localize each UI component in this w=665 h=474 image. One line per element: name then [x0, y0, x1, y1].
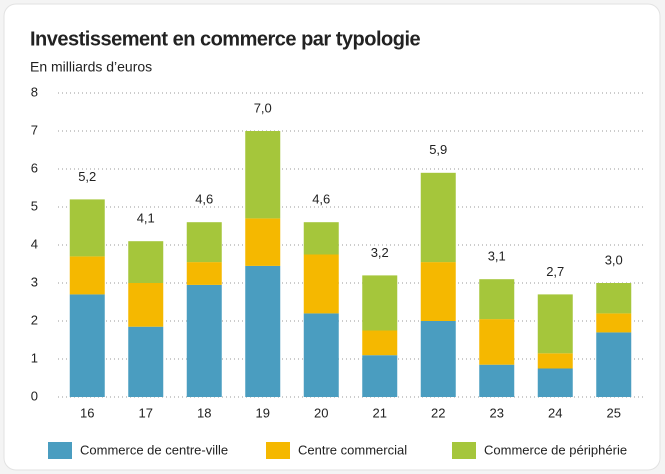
bar-segment — [362, 330, 398, 356]
bar-segment — [186, 262, 222, 285]
y-tick-label: 6 — [31, 160, 38, 175]
bar-segment — [362, 275, 398, 331]
x-tick-label: 22 — [431, 405, 445, 420]
y-tick-label: 2 — [31, 312, 38, 327]
x-tick-label: 19 — [256, 405, 270, 420]
total-label: 5,9 — [429, 142, 447, 157]
total-label: 3,1 — [488, 249, 506, 264]
bar-segment — [69, 199, 105, 257]
legend-label: Commerce de centre-ville — [80, 442, 228, 457]
y-tick-label: 7 — [31, 122, 38, 137]
x-tick-label: 17 — [139, 405, 153, 420]
chart-title: Investissement en commerce par typologie — [30, 28, 421, 50]
x-tick-label: 25 — [607, 405, 621, 420]
bar-segment — [128, 326, 164, 397]
legend-swatch — [48, 442, 72, 459]
bar-segment — [69, 256, 105, 295]
bar-segment — [245, 218, 281, 266]
total-label: 3,2 — [371, 245, 389, 260]
bar-segment — [479, 279, 515, 320]
y-tick-label: 0 — [31, 388, 38, 403]
total-label: 4,1 — [137, 211, 155, 226]
chart-subtitle: En milliards d’euros — [30, 59, 152, 75]
x-tick-label: 23 — [490, 405, 504, 420]
bar-segment — [537, 294, 573, 354]
x-tick-label: 18 — [197, 405, 211, 420]
total-label: 2,7 — [546, 264, 564, 279]
total-label: 4,6 — [312, 192, 330, 207]
bar-segment — [303, 222, 339, 255]
total-label: 7,0 — [254, 100, 272, 115]
bar-segment — [479, 364, 515, 397]
legend-label: Centre commercial — [298, 442, 407, 457]
bar-segment — [420, 172, 456, 263]
x-tick-label: 20 — [314, 405, 328, 420]
x-tick-label: 16 — [80, 405, 94, 420]
bar-segment — [128, 283, 164, 327]
total-label: 4,6 — [195, 192, 213, 207]
y-tick-label: 8 — [31, 84, 38, 99]
bar-segment — [186, 284, 222, 397]
bar-segment — [362, 355, 398, 397]
bar-segment — [596, 283, 632, 314]
legend-swatch — [452, 442, 476, 459]
bar-segment — [303, 254, 339, 314]
legend-swatch — [266, 442, 290, 459]
bar-segment — [69, 294, 105, 397]
bar-segment — [537, 368, 573, 397]
bar-segment — [479, 319, 515, 365]
bar-segment — [245, 131, 281, 219]
x-tick-label: 24 — [548, 405, 562, 420]
bar-segment — [128, 241, 164, 283]
total-label: 3,0 — [605, 252, 623, 267]
total-label: 5,2 — [78, 169, 96, 184]
bar-segment — [186, 222, 222, 263]
y-tick-label: 3 — [31, 274, 38, 289]
y-tick-label: 4 — [31, 236, 38, 251]
bar-segment — [245, 265, 281, 397]
bar-segment — [420, 321, 456, 397]
y-tick-label: 5 — [31, 198, 38, 213]
bar-segment — [596, 332, 632, 397]
bar-segment — [420, 262, 456, 321]
y-tick-label: 1 — [31, 350, 38, 365]
x-tick-label: 21 — [373, 405, 387, 420]
legend-label: Commerce de périphérie — [484, 442, 627, 457]
bar-segment — [596, 313, 632, 333]
bar-segment — [303, 313, 339, 397]
bar-segment — [537, 353, 573, 369]
